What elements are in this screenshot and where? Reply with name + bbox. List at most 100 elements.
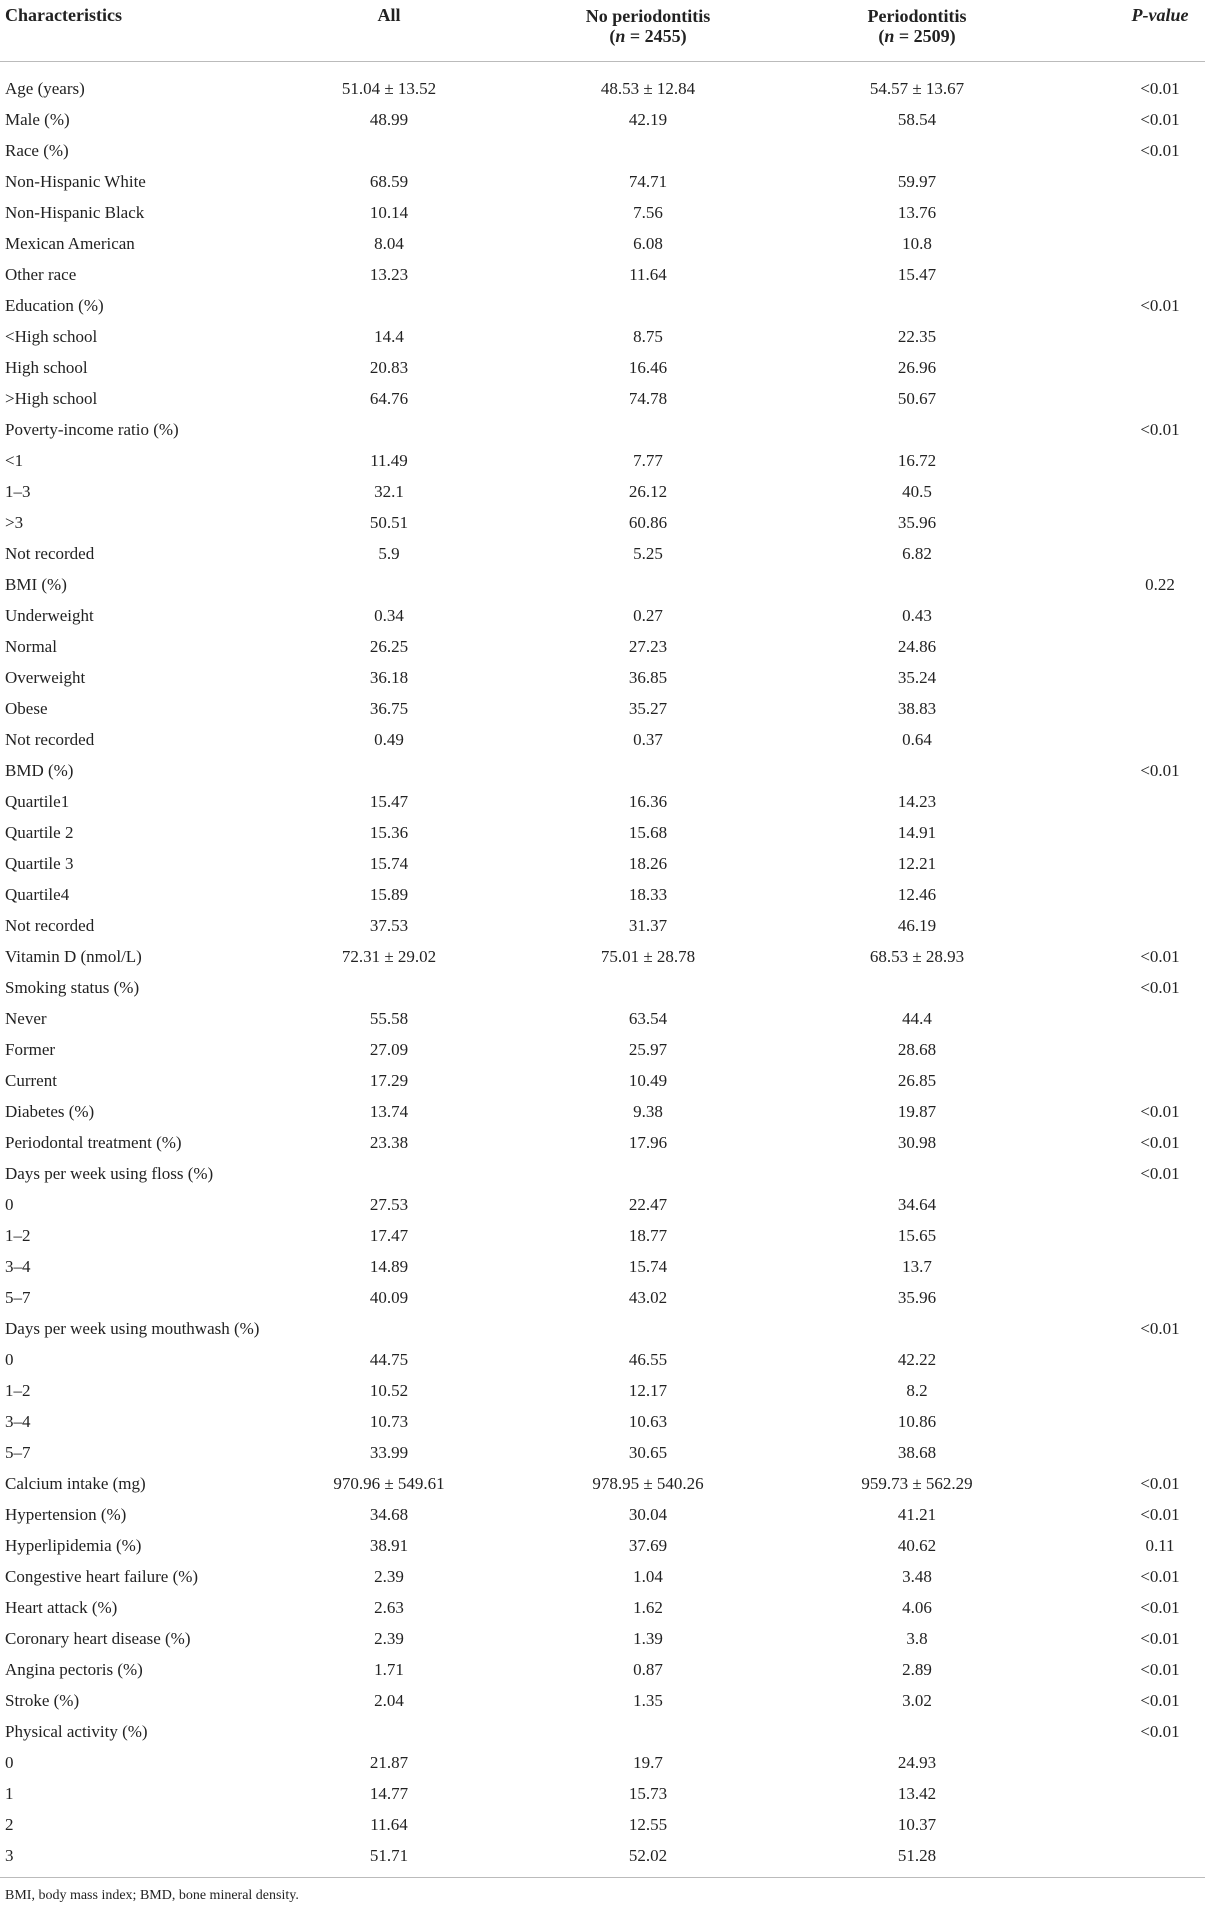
row-label: Angina pectoris (%) — [5, 1660, 143, 1679]
table-cell: 12.21 — [897, 854, 937, 873]
row-label: Days per week using mouthwash (%) — [5, 1319, 260, 1338]
table-cell: 23.38 — [369, 1133, 409, 1152]
table-cell: <0.01 — [1140, 1722, 1180, 1741]
table-cell: 51.04 ± 13.52 — [341, 79, 437, 98]
table-cell: 25.97 — [628, 1040, 668, 1059]
table-cell: 68.53 ± 28.93 — [869, 947, 965, 966]
row-label: Male (%) — [5, 110, 70, 129]
row-label: Non-Hispanic White — [5, 172, 146, 191]
table-cell: <0.01 — [1140, 1505, 1180, 1524]
row-label: Overweight — [5, 668, 86, 687]
table-cell: <0.01 — [1140, 978, 1180, 997]
table-cell: 42.22 — [897, 1350, 937, 1369]
table-cell: 17.96 — [628, 1133, 668, 1152]
row-label: >High school — [5, 389, 98, 408]
table-cell: 21.87 — [369, 1753, 409, 1772]
table-cell: 48.99 — [369, 110, 409, 129]
table-cell: 1.39 — [633, 1629, 663, 1648]
row-label: Poverty-income ratio (%) — [5, 420, 179, 439]
row-label: Calcium intake (mg) — [5, 1474, 146, 1493]
table-cell: 36.75 — [369, 699, 409, 718]
table-cell: 15.73 — [628, 1784, 668, 1803]
table-cell: 0.64 — [902, 730, 932, 749]
table-cell: 22.47 — [628, 1195, 668, 1214]
table-cell: 64.76 — [369, 389, 409, 408]
table-cell: 41.21 — [897, 1505, 937, 1524]
table-cell: 0.37 — [633, 730, 663, 749]
table-cell: 14.4 — [374, 327, 404, 346]
table-cell: 63.54 — [628, 1009, 668, 1028]
row-label: Former — [5, 1040, 56, 1059]
table-cell: 16.72 — [897, 451, 937, 470]
table-cell: <0.01 — [1140, 1164, 1180, 1183]
table-cell: 8.04 — [374, 234, 404, 253]
table-cell: 2.39 — [374, 1567, 404, 1586]
table-cell: 55.58 — [369, 1009, 409, 1028]
row-label: 0 — [5, 1753, 14, 1772]
table-cell: 2.39 — [374, 1629, 404, 1648]
row-label: High school — [5, 358, 88, 377]
row-label: Diabetes (%) — [5, 1102, 95, 1121]
table-cell: 36.85 — [628, 668, 668, 687]
table-cell: <0.01 — [1140, 1474, 1180, 1493]
table-cell: 5.9 — [378, 544, 400, 563]
table-cell: 2.63 — [374, 1598, 404, 1617]
table-cell: 0.27 — [633, 606, 663, 625]
row-label: Stroke (%) — [5, 1691, 80, 1710]
row-label: Physical activity (%) — [5, 1722, 148, 1741]
row-label: Current — [5, 1071, 57, 1090]
row-label: 1 — [5, 1784, 14, 1803]
table-cell: 37.69 — [628, 1536, 668, 1555]
header-label: Periodontitis — [867, 6, 967, 26]
table-cell: 0.11 — [1145, 1536, 1175, 1555]
table-cell: 5.25 — [633, 544, 663, 563]
table-cell: 15.65 — [897, 1226, 937, 1245]
table-cell: <0.01 — [1140, 1691, 1180, 1710]
row-label: Vitamin D (nmol/L) — [5, 947, 142, 966]
table-cell: <0.01 — [1140, 1629, 1180, 1648]
header-label: All — [377, 5, 401, 25]
row-label: Never — [5, 1009, 47, 1028]
row-label: Quartile1 — [5, 792, 70, 811]
row-label: 1–2 — [5, 1381, 31, 1400]
table-cell: <0.01 — [1140, 79, 1180, 98]
row-label: Hypertension (%) — [5, 1505, 127, 1524]
row-label: Not recorded — [5, 544, 95, 563]
table-cell: 24.86 — [897, 637, 937, 656]
table-cell: <0.01 — [1140, 1319, 1180, 1338]
table-cell: <0.01 — [1140, 420, 1180, 439]
row-label: 1–3 — [5, 482, 31, 501]
table-cell: 978.95 ± 540.26 — [592, 1474, 704, 1493]
table-cell: 26.85 — [897, 1071, 937, 1090]
table-cell: 54.57 ± 13.67 — [869, 79, 965, 98]
row-label: Normal — [5, 637, 57, 656]
table-cell: 37.53 — [369, 916, 409, 935]
header-cell: P-value — [1132, 5, 1189, 25]
table-cell: 0.43 — [902, 606, 932, 625]
table-cell: 7.77 — [633, 451, 663, 470]
row-label: <High school — [5, 327, 98, 346]
table-cell: 52.02 — [628, 1846, 668, 1865]
row-label: 5–7 — [5, 1443, 31, 1462]
table-cell: 48.53 ± 12.84 — [600, 79, 696, 98]
table-cell: 13.23 — [369, 265, 409, 284]
table-cell: 3.8 — [906, 1629, 928, 1648]
table-cell: 10.86 — [897, 1412, 937, 1431]
row-label: BMD (%) — [5, 761, 74, 780]
table-cell: 35.24 — [897, 668, 937, 687]
table-cell: 24.93 — [897, 1753, 937, 1772]
row-label: Congestive heart failure (%) — [5, 1567, 199, 1586]
table-cell: 10.49 — [628, 1071, 668, 1090]
table-cell: 14.23 — [897, 792, 937, 811]
table-cell: 10.37 — [897, 1815, 937, 1834]
table-cell: 6.08 — [633, 234, 663, 253]
table-cell: 17.47 — [369, 1226, 409, 1245]
table-cell: 22.35 — [897, 327, 937, 346]
row-label: 3 — [5, 1846, 14, 1865]
row-label: Quartile 3 — [5, 854, 74, 873]
table-cell: 27.53 — [369, 1195, 409, 1214]
table-cell: 40.62 — [897, 1536, 937, 1555]
table-cell: 30.65 — [628, 1443, 668, 1462]
table-cell: 59.97 — [897, 172, 937, 191]
header-label: No periodontitis — [585, 6, 711, 26]
